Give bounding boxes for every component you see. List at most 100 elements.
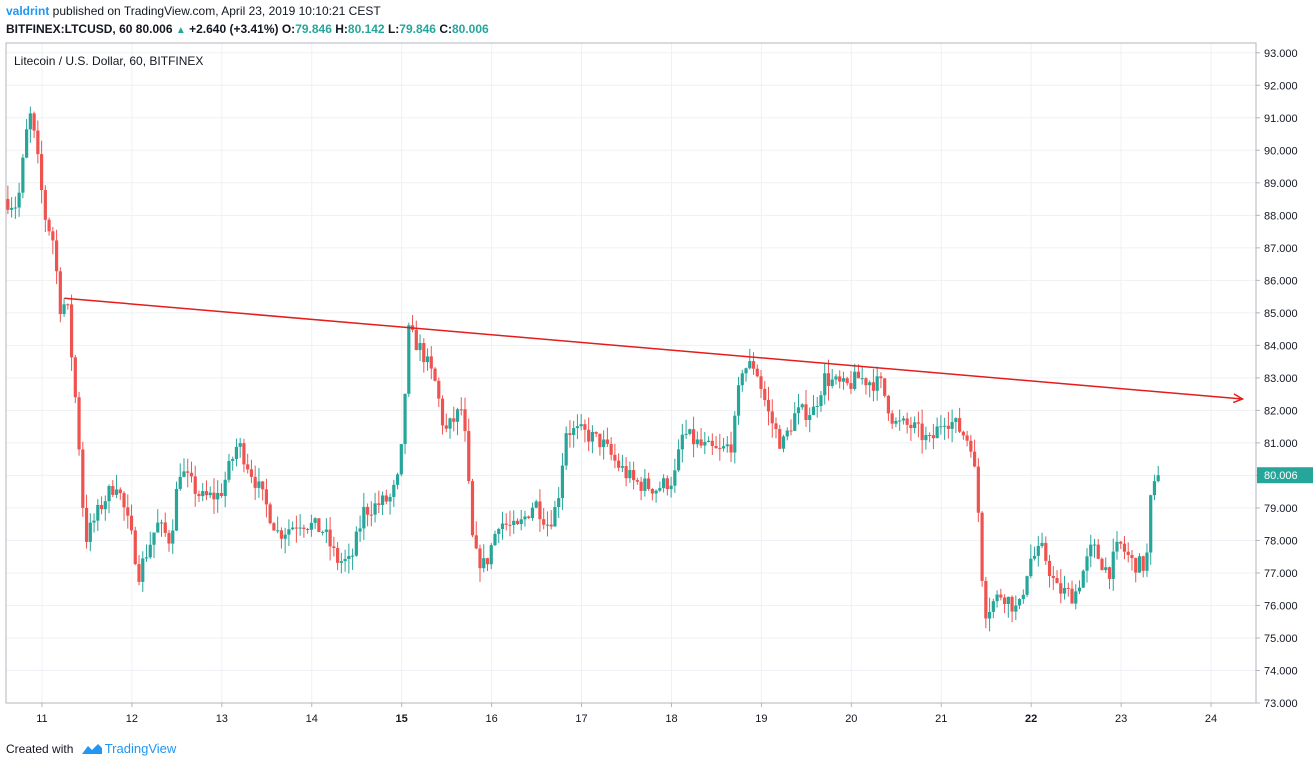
candle-body — [943, 425, 947, 427]
candle-body — [264, 489, 269, 505]
candle-body — [916, 422, 920, 424]
y-tick-label: 85.000 — [1264, 308, 1298, 320]
candle-body — [144, 557, 149, 559]
candle-body — [823, 373, 827, 396]
candle-body — [227, 460, 231, 480]
x-tick-label: 21 — [935, 713, 947, 725]
author-link[interactable]: valdrint — [6, 4, 50, 18]
candle-body — [92, 520, 96, 523]
candle-body — [208, 492, 212, 496]
candle-body — [455, 409, 460, 422]
candle-body — [699, 439, 703, 446]
candle-body — [219, 492, 224, 496]
candle-body — [1081, 570, 1085, 588]
y-tick-label: 86.000 — [1264, 275, 1298, 287]
candle-body — [313, 518, 317, 523]
x-tick-label: 15 — [396, 713, 408, 725]
candle-body — [77, 397, 81, 450]
candle-body — [189, 472, 194, 477]
candle-body — [81, 449, 85, 508]
candle-body — [834, 376, 838, 380]
candle-body — [212, 492, 216, 500]
candle-body — [69, 304, 74, 358]
candle-body — [766, 400, 771, 412]
candle-body — [1092, 544, 1097, 546]
open-value: 79.846 — [295, 22, 332, 36]
candle-body — [17, 192, 21, 208]
candle-body — [474, 535, 478, 549]
candle-body — [736, 385, 741, 416]
candle-body — [253, 476, 257, 488]
candle-body — [568, 433, 572, 435]
overlay: 80.006 — [64, 297, 1313, 484]
candle-body — [849, 383, 853, 389]
candle-body — [969, 440, 973, 452]
candle-body — [1021, 594, 1025, 600]
close-value: 80.006 — [452, 22, 489, 36]
candle-body — [1096, 544, 1100, 559]
x-tick-label: 24 — [1205, 713, 1217, 725]
candle-body — [238, 443, 242, 447]
candle-body — [583, 424, 587, 430]
candle-body — [350, 555, 355, 557]
candle-body — [302, 527, 306, 529]
candle-body — [725, 444, 729, 447]
candle-body — [991, 601, 995, 612]
candle-body — [999, 594, 1003, 598]
candle-body — [572, 428, 576, 435]
candle-body — [1126, 551, 1130, 556]
x-tick-label: 17 — [575, 713, 587, 725]
candle-body — [317, 518, 321, 533]
candle-body — [328, 529, 332, 547]
candle-body — [291, 527, 295, 530]
candle-body — [444, 425, 448, 429]
candle-body — [167, 532, 171, 544]
candle-body — [467, 431, 471, 482]
symbol-label[interactable]: BITFINEX:LTCUSD, 60 — [6, 22, 133, 36]
candle-body — [279, 530, 284, 539]
x-tick-label: 13 — [216, 713, 228, 725]
x-tick-label: 23 — [1115, 713, 1127, 725]
x-tick-label: 11 — [36, 713, 47, 725]
candle-body — [598, 433, 602, 448]
tradingview-brand-link[interactable]: TradingView — [104, 741, 177, 756]
candle-body — [433, 368, 437, 381]
candle-body — [156, 522, 160, 533]
candle-body — [223, 479, 227, 496]
candle-body — [706, 440, 711, 442]
y-tick-label: 84.000 — [1264, 340, 1298, 352]
candle-body — [1156, 475, 1160, 482]
y-tick-label: 73.000 — [1264, 698, 1298, 710]
candle-body — [564, 433, 568, 466]
candle-body — [808, 415, 812, 420]
candle-body — [958, 418, 962, 432]
y-tick-label: 88.000 — [1264, 210, 1298, 222]
candle-body — [186, 471, 190, 473]
candle-body — [965, 435, 969, 441]
candle-body — [538, 501, 542, 520]
candle-body — [141, 558, 145, 582]
candle-body — [924, 435, 928, 441]
candle-body — [954, 418, 958, 422]
last-price: 80.006 — [135, 22, 173, 36]
candle-body — [365, 506, 370, 515]
candle-body — [512, 520, 516, 525]
candle-body — [620, 466, 624, 468]
low-label: L: — [387, 22, 400, 36]
candle-body — [399, 444, 403, 475]
candle-body — [890, 413, 894, 424]
y-tick-label: 76.000 — [1264, 600, 1298, 612]
y-tick-label: 82.000 — [1264, 405, 1298, 417]
candle-body — [1025, 576, 1029, 595]
candle-body — [778, 429, 782, 449]
candle-body — [973, 451, 977, 467]
candle-body — [504, 523, 508, 525]
candle-body — [422, 343, 426, 363]
candle-body — [901, 418, 906, 421]
candle-body — [781, 436, 786, 449]
candle-body — [905, 418, 909, 425]
candle-body — [909, 424, 913, 429]
candle-body — [152, 532, 156, 545]
trendline[interactable] — [64, 297, 1243, 400]
